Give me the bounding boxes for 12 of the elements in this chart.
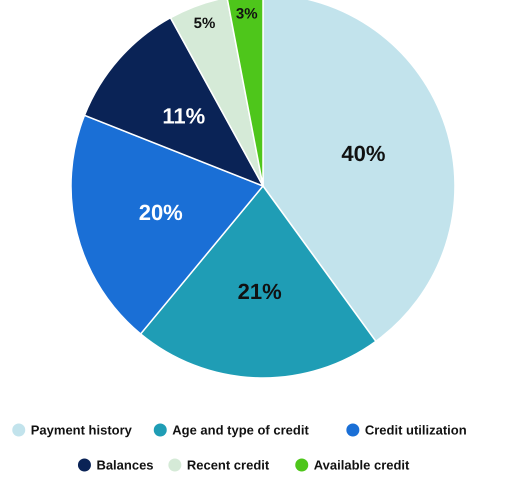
data-label: 40% xyxy=(341,140,386,166)
legend-label: Balances xyxy=(96,458,154,472)
legend-label: Available credit xyxy=(314,458,410,472)
data-label: 21% xyxy=(238,279,282,304)
data-label: 20% xyxy=(138,200,183,225)
legend-label: Credit utilization xyxy=(364,422,467,438)
legend-label: Payment history xyxy=(30,422,133,438)
data-label: 5% xyxy=(194,14,216,32)
legend-label: Recent credit xyxy=(186,458,270,472)
data-label: 11% xyxy=(162,104,206,129)
data-label: 3% xyxy=(236,5,258,22)
legend-label: Age and type of credit xyxy=(172,422,310,438)
